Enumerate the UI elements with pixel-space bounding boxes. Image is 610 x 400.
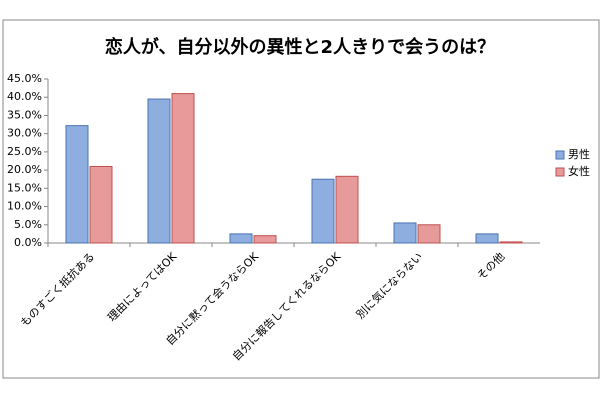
- bar: [89, 165, 113, 244]
- y-tick-label: 35.0%: [7, 108, 42, 121]
- bar: [417, 224, 441, 244]
- bar: [65, 125, 89, 244]
- legend-swatch: [555, 150, 565, 160]
- bar: [393, 222, 417, 244]
- y-tick-label: 5.0%: [14, 218, 42, 231]
- legend-label: 男性: [568, 147, 590, 161]
- y-tick-label: 45.0%: [7, 72, 42, 85]
- bar: [475, 233, 499, 244]
- y-tick-label: 10.0%: [7, 200, 42, 213]
- y-tick-label: 30.0%: [7, 127, 42, 140]
- bar: [229, 233, 253, 244]
- chart-title: 恋人が、自分以外の異性と2人きりで会うのは？: [105, 36, 495, 58]
- bar: [311, 178, 335, 244]
- bar: [335, 175, 359, 244]
- y-tick-label: 40.0%: [7, 90, 42, 103]
- legend-label: 女性: [568, 164, 590, 178]
- bar: [253, 235, 277, 244]
- y-tick-label: 25.0%: [7, 145, 42, 158]
- y-tick-label: 0.0%: [14, 236, 42, 249]
- bar: [171, 93, 195, 244]
- y-tick-label: 15.0%: [7, 181, 42, 194]
- legend-swatch: [555, 167, 565, 177]
- bar: [147, 98, 171, 244]
- bar: [499, 241, 523, 244]
- y-tick-label: 20.0%: [7, 163, 42, 176]
